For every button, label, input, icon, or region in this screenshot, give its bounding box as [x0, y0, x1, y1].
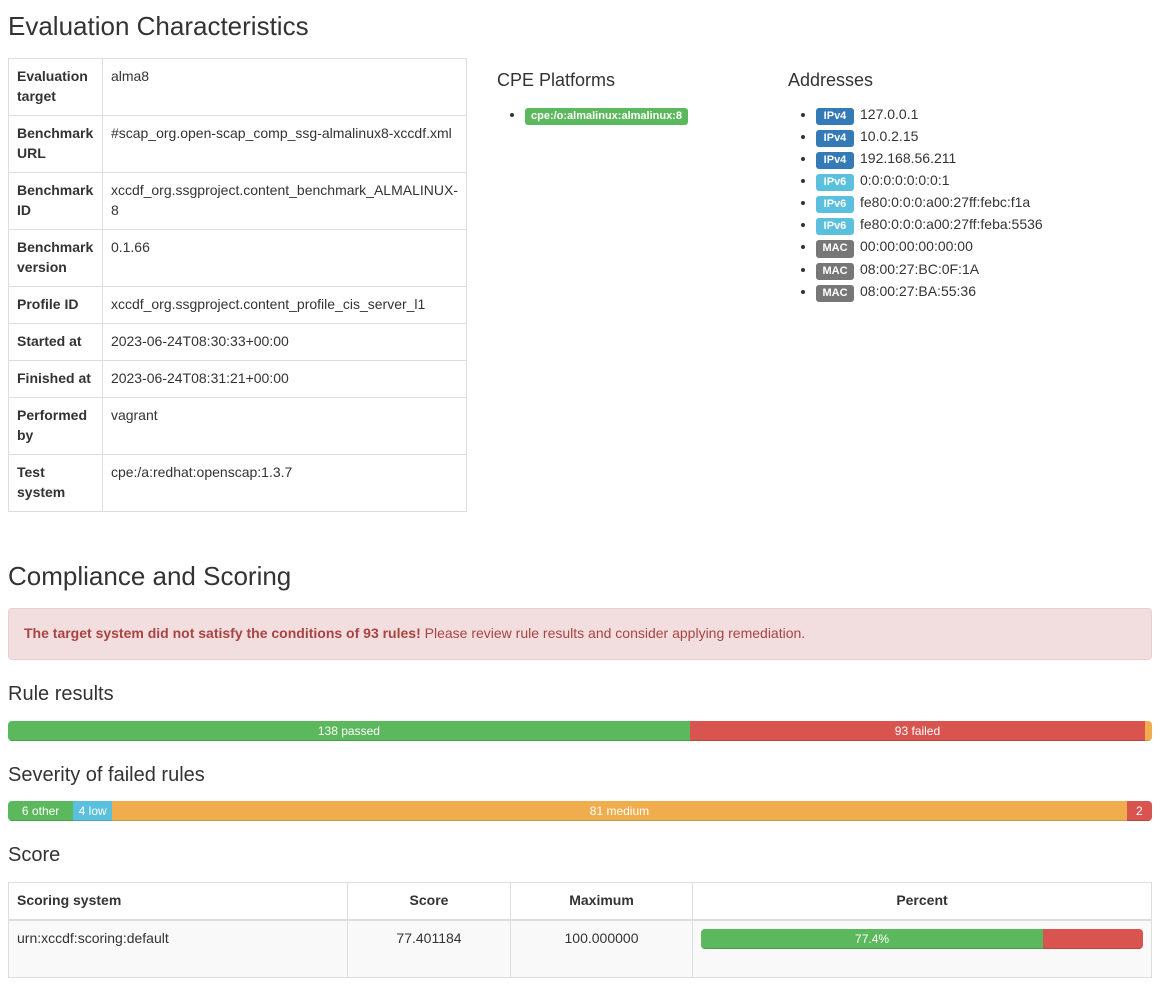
characteristics-value: xccdf_org.ssgproject.content_profile_cis…: [101, 286, 468, 324]
characteristics-label: Performed by: [8, 396, 103, 455]
characteristics-value: vagrant: [101, 396, 468, 455]
address-item: IPv4 10.0.2.15: [816, 126, 1152, 148]
cpe-platforms-list: cpe:/o:almalinux:almalinux:8: [497, 104, 758, 125]
characteristics-row: Performed by vagrant: [8, 396, 468, 455]
address-value: fe80:0:0:0:a00:27ff:feba:5536: [860, 216, 1043, 233]
evaluation-characteristics-table: Evaluation target alma8 Benchmark URL #scap…: [8, 58, 468, 512]
failed-rules-alert-strong: The target system did not satisfy the co…: [24, 625, 421, 642]
address-type-badge: IPv4: [816, 152, 854, 170]
characteristics-value: #scap_org.open-scap_comp_ssg-almalinux8-…: [101, 115, 468, 174]
rule-results-failed-segment: 93 failed: [689, 720, 1146, 741]
address-type-badge: IPv6: [816, 218, 854, 236]
address-value: 08:00:27:BC:0F:1A: [860, 260, 980, 277]
characteristics-value: 2023-06-24T08:30:33+00:00: [101, 323, 468, 361]
percent-cell: 77.4%: [692, 919, 1152, 978]
compliance-scoring-title: Compliance and Scoring: [8, 560, 292, 591]
address-value: 00:00:00:00:00:00: [860, 238, 973, 255]
score-table-header-row: Scoring system Score Maximum Percent: [8, 881, 1152, 921]
address-type-badge: MAC: [816, 262, 854, 280]
addresses-heading: Addresses: [788, 70, 874, 91]
scoring-system-value: urn:xccdf:scoring:default: [8, 919, 348, 978]
report-page: Evaluation Characteristics Evaluation ta…: [8, 8, 1152, 978]
cpe-platforms-column: CPE Platforms cpe:/o:almalinux:almalinux…: [497, 58, 758, 126]
characteristics-value: 0.1.66: [101, 229, 468, 288]
address-type-badge: IPv6: [816, 174, 854, 192]
severity-other-segment: 6 other: [8, 801, 74, 822]
address-item: IPv4 127.0.0.1: [816, 104, 1152, 125]
address-value: 127.0.0.1: [860, 105, 919, 122]
score-header-scoring-system: Scoring system: [8, 881, 348, 921]
characteristics-label: Evaluation target: [8, 58, 103, 117]
evaluation-characteristics-section: Evaluation target alma8 Benchmark URL #scap…: [8, 58, 1152, 512]
address-value: 08:00:27:BA:55:36: [860, 282, 976, 299]
cpe-platform-item: cpe:/o:almalinux:almalinux:8: [525, 104, 758, 125]
address-item: IPv6 0:0:0:0:0:0:0:1: [816, 170, 1152, 192]
characteristics-value: xccdf_org.ssgproject.content_benchmark_A…: [101, 172, 468, 231]
characteristics-row: Benchmark ID xccdf_org.ssgproject.content…: [8, 172, 468, 231]
rule-results-heading: Rule results: [8, 683, 114, 706]
address-type-badge: IPv6: [816, 196, 854, 214]
score-row: urn:xccdf:scoring:default 77.401184 100.00…: [8, 919, 1152, 978]
characteristics-label: Benchmark ID: [8, 172, 103, 231]
rule-results-other-segment: [1145, 720, 1152, 741]
score-header-percent: Percent: [692, 881, 1152, 921]
severity-low-segment: 4 low: [73, 801, 113, 822]
failed-rules-alert-text: Please review rule results and consider …: [420, 625, 806, 642]
severity-high-segment: 2: [1126, 801, 1152, 822]
evaluation-characteristics-title: Evaluation Characteristics: [8, 11, 309, 41]
address-type-badge: MAC: [816, 284, 854, 302]
address-item: MAC 00:00:00:00:00:00: [816, 236, 1152, 258]
address-type-badge: IPv4: [816, 107, 854, 125]
rule-results-passed-segment: 138 passed: [8, 720, 690, 741]
characteristics-row: Profile ID xccdf_org.ssgproject.content_p…: [8, 286, 468, 324]
percent-achieved-segment: 77.4%: [701, 928, 1044, 949]
address-value: fe80:0:0:0:a00:27ff:febc:f1a: [860, 194, 1031, 211]
rule-results-bar: 138 passed 93 failed: [8, 720, 1152, 741]
characteristics-value: 2023-06-24T08:31:21+00:00: [101, 359, 468, 398]
characteristics-value: cpe:/a:redhat:openscap:1.3.7: [101, 453, 468, 512]
score-table: Scoring system Score Maximum Percent urn:xc…: [8, 881, 1152, 978]
characteristics-label: Test system: [8, 453, 103, 512]
address-item: IPv6 fe80:0:0:0:a00:27ff:febc:f1a: [816, 192, 1152, 214]
characteristics-row: Benchmark version 0.1.66: [8, 229, 468, 288]
address-type-badge: MAC: [816, 240, 854, 258]
percent-bar: 77.4%: [701, 928, 1143, 949]
severity-medium-segment: 81 medium: [112, 801, 1127, 822]
address-item: MAC 08:00:27:BA:55:36: [816, 281, 1152, 302]
characteristics-row: Benchmark URL #scap_org.open-scap_comp_ss…: [8, 115, 468, 174]
characteristics-label: Started at: [8, 323, 103, 361]
addresses-column: Addresses IPv4127.0.0.1IPv410.0.2.15IPv4…: [788, 58, 1152, 303]
characteristics-value: alma8: [101, 58, 468, 117]
characteristics-label: Benchmark version: [8, 229, 103, 288]
characteristics-row: Finished at 2023-06-24T08:31:21+00:00: [8, 359, 468, 398]
score-value: 77.401184: [347, 919, 511, 978]
cpe-platform-badge: cpe:/o:almalinux:almalinux:8: [525, 107, 688, 125]
score-header-score: Score: [347, 881, 511, 921]
address-item: IPv6 fe80:0:0:0:a00:27ff:feba:5536: [816, 214, 1152, 236]
characteristics-table-column: Evaluation target alma8 Benchmark URL #scap…: [8, 58, 468, 512]
address-value: 0:0:0:0:0:0:0:1: [860, 172, 950, 189]
address-value: 192.168.56.211: [860, 150, 957, 167]
characteristics-label: Finished at: [8, 359, 103, 398]
score-heading: Score: [8, 844, 61, 867]
maximum-value: 100.000000: [510, 919, 693, 978]
address-item: MAC 08:00:27:BC:0F:1A: [816, 259, 1152, 280]
characteristics-row: Test system cpe:/a:redhat:openscap:1.3.7: [8, 453, 468, 512]
failed-rules-alert: The target system did not satisfy the co…: [8, 608, 1152, 661]
characteristics-label: Profile ID: [8, 286, 103, 324]
address-value: 10.0.2.15: [860, 127, 919, 144]
characteristics-label: Benchmark URL: [8, 115, 103, 174]
percent-missing-segment: [1043, 928, 1143, 949]
characteristics-row: Started at 2023-06-24T08:30:33+00:00: [8, 323, 468, 361]
severity-bar: 6 other 4 low 81 medium 2: [8, 801, 1152, 822]
address-item: IPv4 192.168.56.211: [816, 148, 1152, 170]
score-header-maximum: Maximum: [510, 881, 693, 921]
severity-heading: Severity of failed rules: [8, 763, 205, 786]
cpe-platforms-heading: CPE Platforms: [497, 70, 616, 91]
address-type-badge: IPv4: [816, 129, 854, 148]
addresses-list: IPv4 127.0.0.1 IPv4 10.0.2.15 IPv4 192.168.56…: [788, 104, 1152, 302]
characteristics-row: Evaluation target alma8: [8, 58, 468, 117]
